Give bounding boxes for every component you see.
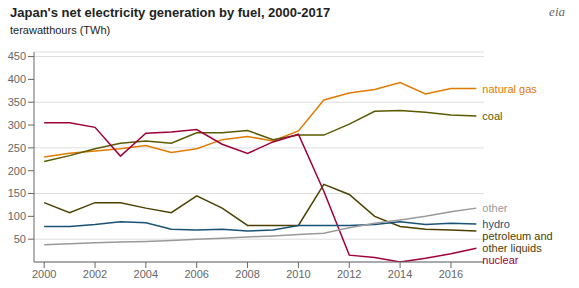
html-text:terawatthours (TWh): terawatthours (TWh) bbox=[10, 24, 111, 36]
svg-text:petroleum andother liquids: petroleum andother liquids bbox=[482, 230, 552, 254]
svg-text:2008: 2008 bbox=[235, 268, 259, 280]
html-text:Japan's net electricity genera: Japan's net electricity generation by fu… bbox=[10, 5, 331, 20]
svg-text:2000: 2000 bbox=[32, 268, 56, 280]
svg-text:2002: 2002 bbox=[83, 268, 107, 280]
svg-text:200: 200 bbox=[8, 165, 26, 177]
html-text:eia: eia bbox=[549, 4, 565, 19]
svg-text:250: 250 bbox=[8, 142, 26, 154]
svg-text:2012: 2012 bbox=[337, 268, 361, 280]
svg-text:hydro: hydro bbox=[482, 218, 510, 230]
svg-text:150: 150 bbox=[8, 187, 26, 199]
svg-text:2006: 2006 bbox=[184, 268, 208, 280]
svg-text:100: 100 bbox=[8, 210, 26, 222]
svg-text:natural gas: natural gas bbox=[482, 83, 537, 95]
svg-text:350: 350 bbox=[8, 96, 26, 108]
svg-text:coal: coal bbox=[482, 110, 502, 122]
svg-text:2004: 2004 bbox=[134, 268, 158, 280]
svg-text:300: 300 bbox=[8, 119, 26, 131]
svg-text:2016: 2016 bbox=[439, 268, 463, 280]
svg-text:2010: 2010 bbox=[286, 268, 310, 280]
svg-text:450: 450 bbox=[8, 50, 26, 62]
svg-text:other: other bbox=[482, 202, 507, 214]
svg-text:2014: 2014 bbox=[388, 268, 412, 280]
svg-text:400: 400 bbox=[8, 73, 26, 85]
svg-text:50: 50 bbox=[14, 233, 26, 245]
svg-text:nuclear: nuclear bbox=[482, 254, 518, 266]
